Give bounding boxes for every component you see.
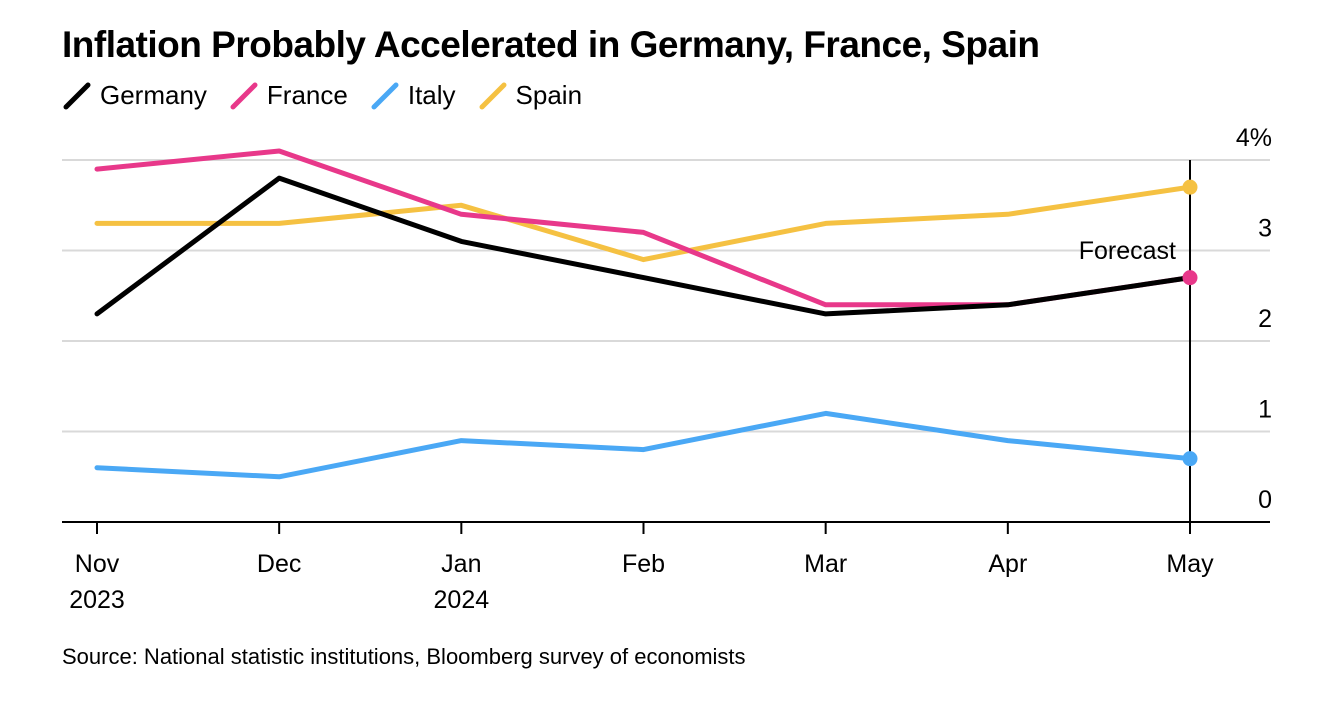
x-tick-label-mar: Mar (804, 550, 847, 578)
y-tick-label-4: 4% (1236, 124, 1272, 152)
legend-item-france: France (229, 80, 348, 111)
endpoint-dot-spain (1182, 179, 1198, 195)
endpoint-dot-italy (1182, 451, 1198, 467)
legend-item-germany: Germany (62, 80, 207, 111)
series-line-france (94, 148, 1193, 308)
x-tick-label-may: May (1166, 550, 1214, 578)
series-line-italy (94, 410, 1193, 480)
y-tick-label-2: 2 (1258, 305, 1272, 333)
legend-swatch-spain (478, 81, 508, 111)
endpoint-dot-france (1182, 270, 1198, 286)
legend-label-france: France (266, 80, 348, 110)
y-tick-label-1: 1 (1258, 396, 1272, 424)
y-tick-label-3: 3 (1258, 215, 1272, 243)
legend-swatch-germany (62, 81, 92, 111)
y-tick-label-0: 0 (1258, 486, 1272, 514)
legend-swatch-france (229, 81, 259, 111)
x-tick-sublabel-2024: 2024 (434, 586, 490, 614)
x-tick-label-feb: Feb (622, 550, 665, 578)
x-tick-sublabel-2023: 2023 (69, 586, 125, 614)
source-note: Source: National statistic institutions,… (62, 644, 746, 669)
legend-label-italy: Italy (407, 80, 456, 110)
legend-item-spain: Spain (478, 80, 583, 111)
legend: Germany France Italy Spain (62, 80, 604, 111)
x-tick-label-dec: Dec (257, 550, 301, 578)
x-tick-label-apr: Apr (988, 550, 1027, 578)
x-tick-label-jan: Jan (441, 550, 481, 578)
series-line-spain (94, 184, 1193, 263)
x-tick-label-nov: Nov (75, 550, 120, 578)
legend-label-germany: Germany (100, 80, 207, 110)
legend-swatch-italy (370, 81, 400, 111)
legend-label-spain: Spain (515, 80, 583, 110)
legend-item-italy: Italy (370, 80, 456, 111)
forecast-annotation: Forecast (1079, 237, 1176, 265)
chart-title: Inflation Probably Accelerated in German… (62, 24, 1040, 65)
series-line-germany (94, 175, 1193, 317)
